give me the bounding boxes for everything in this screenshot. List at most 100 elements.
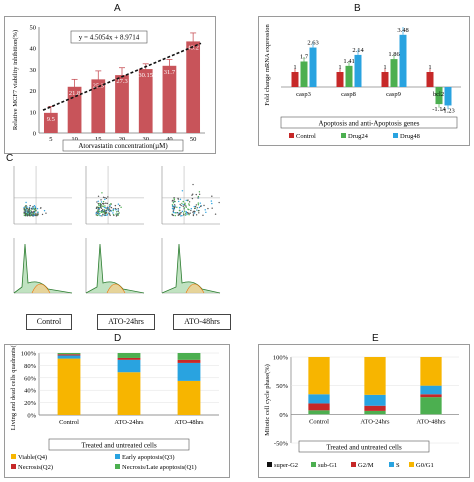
bar (336, 72, 344, 87)
cell-event (176, 206, 178, 208)
cell-event (176, 212, 179, 214)
cell-event (29, 204, 31, 207)
stacked-bar-segment (308, 394, 330, 404)
x-title-box (280, 116, 458, 129)
data-label: -1.23 (441, 107, 455, 114)
x-axis-title: Treated and untreated cells (81, 442, 157, 450)
dna-histogram (13, 243, 73, 294)
chart-a: 0 10 20 30 40 50 Relative MCF7 viability inhib… (12, 25, 205, 152)
data-label: 25.3 (93, 82, 104, 89)
cell-event (100, 207, 103, 209)
legend-label: S (396, 462, 400, 469)
legend-label: Drug24 (348, 133, 369, 140)
cell-event (98, 214, 100, 216)
cell-event (211, 207, 213, 209)
stacked-bar-segment (177, 353, 201, 360)
cell-event (95, 206, 98, 208)
cell-event (184, 214, 187, 216)
x-tick-label: casp8 (341, 91, 356, 98)
x-tick-label: Control (309, 418, 329, 425)
cell-event (171, 200, 174, 202)
cell-event (214, 213, 217, 215)
bar (115, 75, 129, 133)
cell-event (97, 195, 100, 198)
data-label: 3.48 (397, 27, 408, 34)
cell-event (174, 214, 176, 217)
stacked-bar-segment (420, 394, 442, 398)
dna-histogram (161, 243, 221, 294)
data-label: 1.41 (343, 58, 354, 65)
x-tick-label: ATO-24hrs (360, 418, 390, 425)
equation-box (70, 30, 148, 44)
cell-event (107, 196, 109, 198)
legend-label: G0/G1 (416, 462, 434, 469)
legend-swatch (11, 454, 16, 459)
cell-event (192, 213, 195, 215)
histogram-s-phase (31, 283, 51, 294)
stacked-bar-segment (57, 358, 81, 415)
cell-event (188, 203, 190, 205)
cell-event (173, 197, 175, 199)
stacked-bar-segment (364, 357, 386, 395)
cell-event (31, 213, 33, 215)
cell-event (28, 209, 31, 211)
cell-event (194, 205, 197, 208)
cell-event (100, 204, 102, 206)
cell-event (96, 201, 98, 203)
cell-event (109, 214, 111, 217)
cell-event (25, 209, 27, 211)
legend-label: Drug48 (400, 133, 420, 140)
cell-event (33, 212, 35, 215)
cell-event (195, 193, 197, 196)
legend-label: super-G2 (274, 462, 298, 469)
cell-event (34, 213, 37, 215)
cell-event (181, 210, 184, 213)
data-label: 1 (293, 64, 296, 71)
stacked-bar-segment (57, 353, 81, 355)
cell-event (108, 210, 111, 213)
y-tick-label: 0% (27, 413, 36, 420)
cell-event (174, 206, 176, 208)
cell-event (45, 212, 47, 214)
x-axis-title: Treated and untreated cells (326, 444, 402, 452)
cell-event (196, 209, 198, 211)
cell-event (34, 207, 37, 210)
x-axis-title: Atorvastatin concentration(µM) (78, 142, 168, 150)
cell-event (101, 192, 103, 194)
histogram-s-phase (106, 283, 126, 294)
cell-event (115, 209, 117, 211)
x-tick-label: casp9 (386, 91, 401, 98)
legend-label: G2/M (358, 462, 374, 469)
cell-event (102, 200, 105, 203)
cell-event (26, 206, 28, 208)
stacked-bar-segment (117, 353, 141, 358)
x-tick-label: 20 (119, 136, 126, 143)
y-tick-label: 100% (273, 355, 289, 362)
y-tick-label: 60% (24, 375, 37, 382)
panel-label-e: E (372, 333, 379, 344)
cell-event (172, 211, 175, 213)
cell-event (182, 200, 184, 203)
cell-event (198, 193, 201, 196)
cell-event (180, 204, 182, 207)
cell-event (104, 207, 107, 209)
cell-event (99, 212, 101, 215)
cell-event (193, 212, 196, 214)
cell-event (117, 214, 119, 216)
cell-event (198, 206, 201, 209)
cell-event (112, 212, 114, 214)
y-tick-label: 10 (30, 109, 37, 116)
stacked-bar-segment (177, 362, 201, 381)
y-tick-label: 50% (276, 383, 289, 390)
cell-event (104, 198, 106, 201)
cell-event (98, 210, 101, 212)
cell-event (183, 210, 186, 212)
flow-caption-ato24: ATO-24hrs (97, 314, 155, 330)
stacked-bar-segment (364, 410, 386, 415)
cell-event (185, 206, 187, 208)
cell-event (33, 205, 36, 207)
cell-event (28, 213, 31, 215)
bar (309, 47, 317, 87)
cell-event (104, 212, 107, 214)
cell-event (196, 207, 198, 209)
